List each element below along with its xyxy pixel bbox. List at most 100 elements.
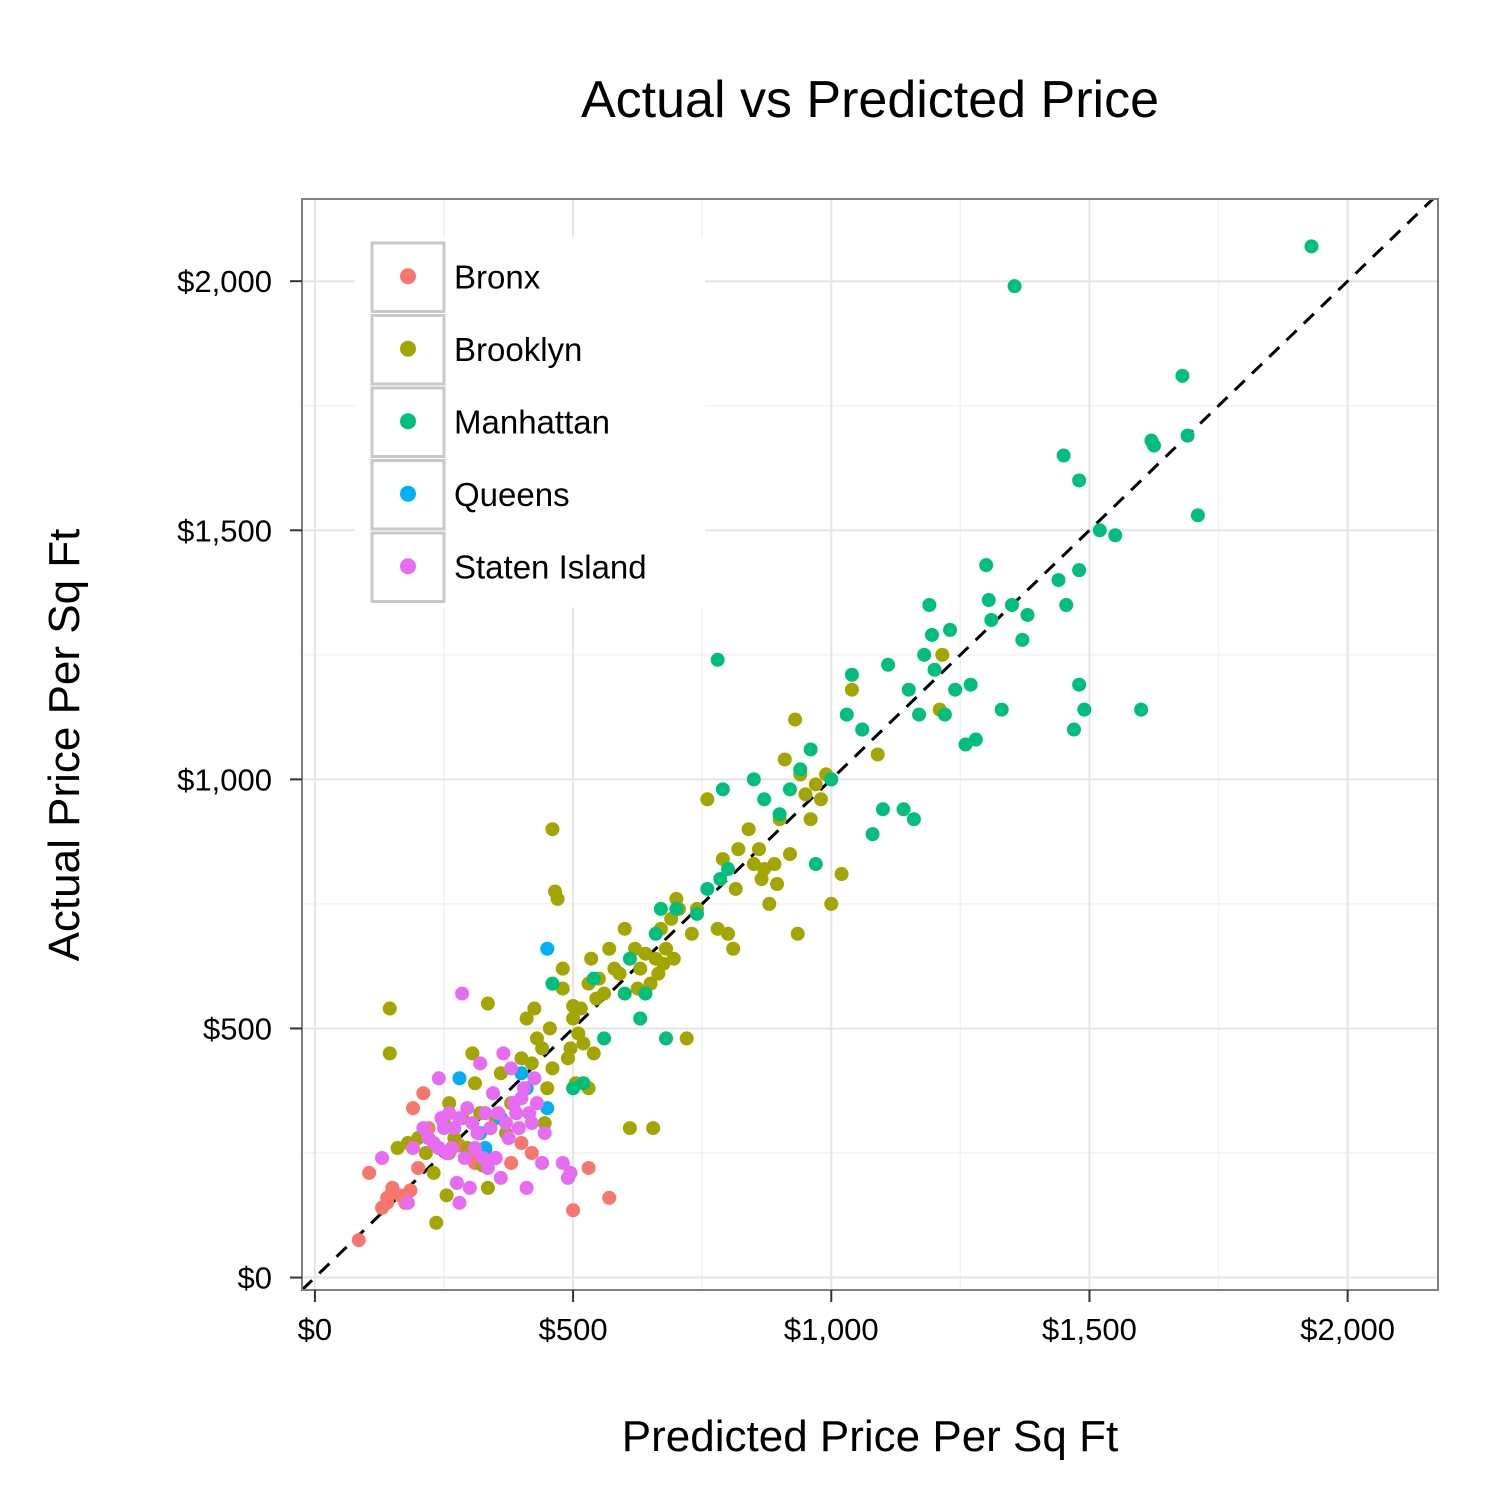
y-tick-label: $1,000 (177, 762, 272, 797)
point-staten-island (524, 1116, 539, 1131)
point-manhattan (617, 986, 632, 1001)
point-brooklyn (545, 1061, 560, 1076)
point-brooklyn (700, 792, 715, 807)
point-queens (452, 1071, 467, 1086)
point-staten-island (509, 1106, 524, 1121)
legend-label: Bronx (454, 258, 541, 295)
point-brooklyn (442, 1096, 457, 1111)
point-staten-island (483, 1121, 498, 1136)
point-brooklyn (813, 792, 828, 807)
point-manhattan (793, 762, 808, 777)
point-manhattan (638, 986, 653, 1001)
point-bronx (380, 1195, 395, 1210)
point-manhattan (772, 807, 787, 822)
point-staten-island (455, 986, 470, 1001)
point-manhattan (906, 812, 921, 827)
point-manhattan (1108, 528, 1123, 543)
point-bronx (411, 1160, 426, 1175)
point-manhattan (690, 906, 705, 921)
x-tick-label: $0 (298, 1312, 332, 1347)
point-manhattan (1072, 677, 1087, 692)
point-manhattan (994, 702, 1009, 717)
point-manhattan (875, 802, 890, 817)
point-brooklyn (382, 1001, 397, 1016)
point-bronx (416, 1086, 431, 1101)
point-brooklyn (679, 1031, 694, 1046)
point-brooklyn (418, 1146, 433, 1161)
point-staten-island (517, 1081, 532, 1096)
point-brooklyn (602, 941, 617, 956)
point-brooklyn (576, 1036, 591, 1051)
legend-swatch (400, 268, 416, 285)
point-staten-island (452, 1111, 467, 1126)
point-manhattan (1175, 368, 1190, 383)
point-bronx (385, 1180, 400, 1195)
point-staten-island (563, 1165, 578, 1180)
point-brooklyn (824, 896, 839, 911)
point-manhattan (1051, 573, 1066, 588)
point-manhattan (963, 677, 978, 692)
point-manhattan (927, 662, 942, 677)
legend-label: Brooklyn (454, 331, 582, 368)
point-manhattan (943, 622, 958, 637)
point-staten-island (527, 1071, 542, 1086)
point-staten-island (449, 1175, 464, 1190)
point-manhattan (865, 827, 880, 842)
point-manhattan (979, 558, 994, 573)
point-manhattan (1304, 239, 1319, 254)
point-bronx (362, 1165, 377, 1180)
point-brooklyn (540, 1081, 555, 1096)
point-brooklyn (555, 961, 570, 976)
point-manhattan (1072, 473, 1087, 488)
point-staten-island (537, 1126, 552, 1141)
x-axis: $0 $500 $1,000 $1,500 $2,000 (298, 1290, 1395, 1347)
point-brooklyn (726, 941, 741, 956)
point-brooklyn (788, 712, 803, 727)
point-bronx (566, 1203, 581, 1218)
x-tick-label: $1,000 (784, 1312, 879, 1347)
point-manhattan (1134, 702, 1149, 717)
point-brooklyn (566, 1011, 581, 1026)
point-brooklyn (535, 1041, 550, 1056)
point-staten-island (473, 1056, 488, 1071)
point-manhattan (746, 772, 761, 787)
x-tick-label: $2,000 (1300, 1312, 1395, 1347)
point-brooklyn (426, 1165, 441, 1180)
point-staten-island (460, 1101, 475, 1116)
point-manhattan (1015, 632, 1030, 647)
point-staten-island (437, 1121, 451, 1136)
point-manhattan (700, 881, 715, 896)
point-brooklyn (770, 876, 785, 891)
point-manhattan (782, 782, 797, 797)
point-manhattan (1180, 428, 1195, 443)
point-brooklyn (382, 1046, 397, 1061)
point-manhattan (917, 647, 932, 662)
point-queens (540, 941, 555, 956)
point-staten-island (511, 1121, 526, 1136)
point-brooklyn (790, 926, 805, 941)
point-brooklyn (834, 867, 849, 882)
point-manhattan (648, 926, 663, 941)
point-staten-island (498, 1116, 513, 1131)
point-brooklyn (524, 1056, 539, 1071)
point-brooklyn (777, 752, 792, 767)
point-manhattan (622, 951, 637, 966)
point-manhattan (896, 802, 911, 817)
point-bronx (514, 1136, 529, 1151)
point-bronx (524, 1146, 539, 1161)
x-tick-label: $500 (539, 1312, 608, 1347)
point-manhattan (968, 732, 983, 747)
point-manhattan (1056, 448, 1071, 463)
y-tick-label: $1,500 (177, 513, 272, 548)
point-bronx (403, 1183, 418, 1198)
point-manhattan (653, 901, 668, 916)
point-brooklyn (751, 842, 766, 857)
legend: Bronx Brooklyn Manhattan Queens Staten Islan… (355, 237, 705, 608)
point-manhattan (1020, 607, 1035, 622)
point-bronx (581, 1160, 596, 1175)
point-manhattan (1190, 508, 1205, 523)
point-staten-island (496, 1046, 511, 1061)
point-manhattan (586, 971, 601, 986)
point-staten-island (535, 1155, 550, 1170)
point-brooklyn (741, 822, 756, 837)
